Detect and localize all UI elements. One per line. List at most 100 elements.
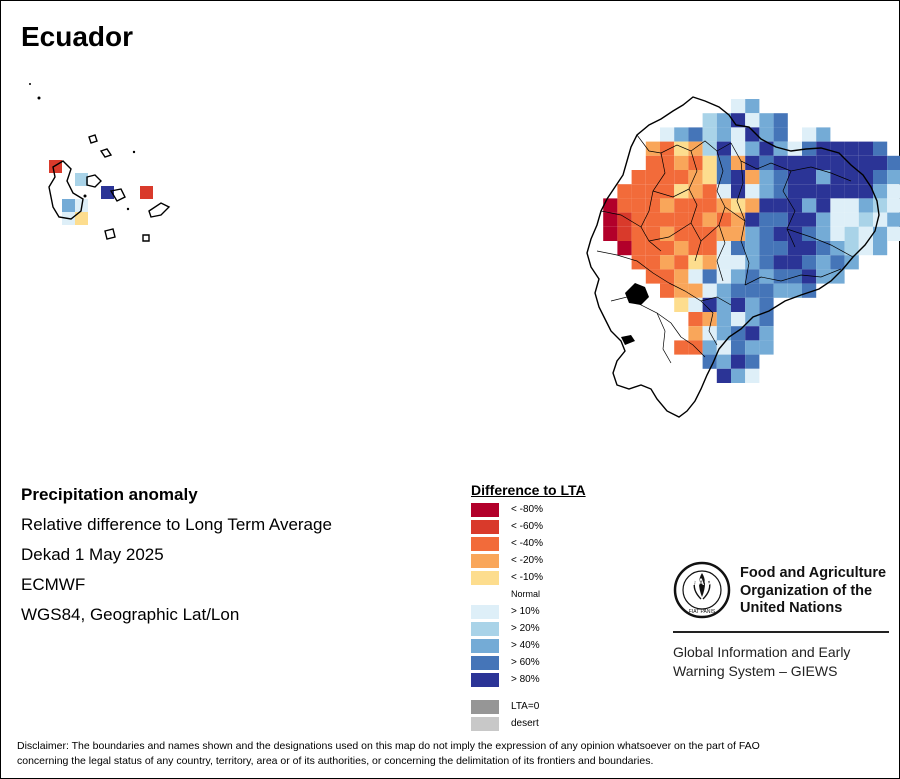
anomaly-cell: [688, 241, 703, 256]
fao-name-line-3: United Nations: [740, 600, 843, 616]
anomaly-cell: [873, 155, 888, 170]
anomaly-cell: [773, 170, 788, 185]
anomaly-cell: [844, 198, 859, 213]
anomaly-cell: [688, 170, 703, 185]
anomaly-cell: [731, 155, 746, 170]
anomaly-cell: [787, 198, 802, 213]
anomaly-cell: [702, 212, 717, 227]
anomaly-cell: [731, 212, 746, 227]
anomaly-cell: [617, 241, 632, 256]
anomaly-cell: [603, 226, 618, 241]
anomaly-cell: [802, 283, 817, 298]
anomaly-cell: [745, 354, 760, 369]
anomaly-cell: [674, 184, 689, 199]
anomaly-cell: [660, 184, 675, 199]
anomaly-cell: [816, 155, 831, 170]
anomaly-cell: [660, 212, 675, 227]
anomaly-cell: [830, 226, 845, 241]
anomaly-cell: [830, 255, 845, 270]
anomaly-cell: [816, 198, 831, 213]
anomaly-cell: [660, 255, 675, 270]
anomaly-cell: [660, 198, 675, 213]
anomaly-cell: [674, 212, 689, 227]
anomaly-cell: [745, 198, 760, 213]
anomaly-cell: [716, 255, 731, 270]
anomaly-cell: [830, 184, 845, 199]
legend-item: < -80%: [471, 502, 586, 519]
fao-logo-icon: FAO FIAT PANIS: [673, 561, 731, 619]
giews-line-1: Global Information and Early: [673, 644, 851, 660]
anomaly-cell: [716, 226, 731, 241]
anomaly-cell: [858, 141, 873, 156]
anomaly-cell: [745, 155, 760, 170]
anomaly-cell: [773, 184, 788, 199]
giews-line-2: Warning System – GIEWS: [673, 663, 838, 679]
disclaimer-line-1: Disclaimer: The boundaries and names sho…: [17, 740, 760, 752]
legend-dry-items: < -80% < -60% < -40% < -20% < -10%: [471, 502, 586, 587]
anomaly-cell: [802, 255, 817, 270]
anomaly-cell: [660, 170, 675, 185]
anomaly-cell: [617, 226, 632, 241]
anomaly-cell: [716, 241, 731, 256]
anomaly-cell: [688, 297, 703, 312]
anomaly-cell: [731, 170, 746, 185]
anomaly-cell: [830, 241, 845, 256]
fao-divider: [673, 631, 889, 633]
disclaimer: Disclaimer: The boundaries and names sho…: [17, 739, 887, 769]
anomaly-cell: [645, 241, 660, 256]
anomaly-cell: [688, 226, 703, 241]
map-info: Precipitation anomaly Relative differenc…: [21, 485, 332, 635]
anomaly-cell: [759, 255, 774, 270]
legend-label: < -40%: [511, 538, 543, 549]
anomaly-cell: [731, 184, 746, 199]
anomaly-cell: [759, 326, 774, 341]
anomaly-cell: [816, 226, 831, 241]
anomaly-cell: [830, 269, 845, 284]
anomaly-cell: [660, 226, 675, 241]
anomaly-cell: [858, 198, 873, 213]
galapagos-outlines: [48, 134, 171, 242]
anomaly-cell: [844, 226, 859, 241]
anomaly-cell: [745, 297, 760, 312]
anomaly-cell: [688, 312, 703, 327]
anomaly-cell: [674, 297, 689, 312]
anomaly-cell: [731, 198, 746, 213]
fao-logo-motto: FIAT PANIS: [689, 609, 716, 615]
anomaly-cell: [830, 155, 845, 170]
anomaly-cell: [745, 113, 760, 128]
anomaly-cell: [873, 170, 888, 185]
anomaly-cell: [702, 354, 717, 369]
anomaly-cell: [731, 127, 746, 142]
anomaly-cell: [745, 212, 760, 227]
legend-swatch: [471, 571, 499, 585]
anomaly-cell: [759, 269, 774, 284]
anomaly-cell: [773, 113, 788, 128]
anomaly-cell: [802, 198, 817, 213]
anomaly-cell: [816, 269, 831, 284]
fao-logo-letters: FAO: [693, 577, 712, 587]
anomaly-cell: [759, 297, 774, 312]
anomaly-cell: [716, 354, 731, 369]
legend-item: < -10%: [471, 570, 586, 587]
legend-swatch: [471, 503, 499, 517]
anomaly-cell: [631, 198, 646, 213]
anomaly-cell: [702, 113, 717, 128]
anomaly-cell: [674, 226, 689, 241]
legend-label: > 40%: [511, 640, 540, 651]
anomaly-cell: [802, 212, 817, 227]
anomaly-cell: [140, 186, 153, 199]
anomaly-cell: [674, 340, 689, 355]
legend-label: > 80%: [511, 674, 540, 685]
anomaly-cell: [674, 283, 689, 298]
anomaly-cell: [759, 312, 774, 327]
legend-item: > 20%: [471, 621, 586, 638]
anomaly-cell: [773, 283, 788, 298]
legend-item: > 60%: [471, 655, 586, 672]
anomaly-cell: [745, 184, 760, 199]
anomaly-cell: [674, 127, 689, 142]
anomaly-cell: [716, 113, 731, 128]
anomaly-cell: [830, 212, 845, 227]
info-line-dekad: Dekad 1 May 2025: [21, 545, 164, 564]
anomaly-cell: [887, 212, 900, 227]
anomaly-cell: [887, 226, 900, 241]
